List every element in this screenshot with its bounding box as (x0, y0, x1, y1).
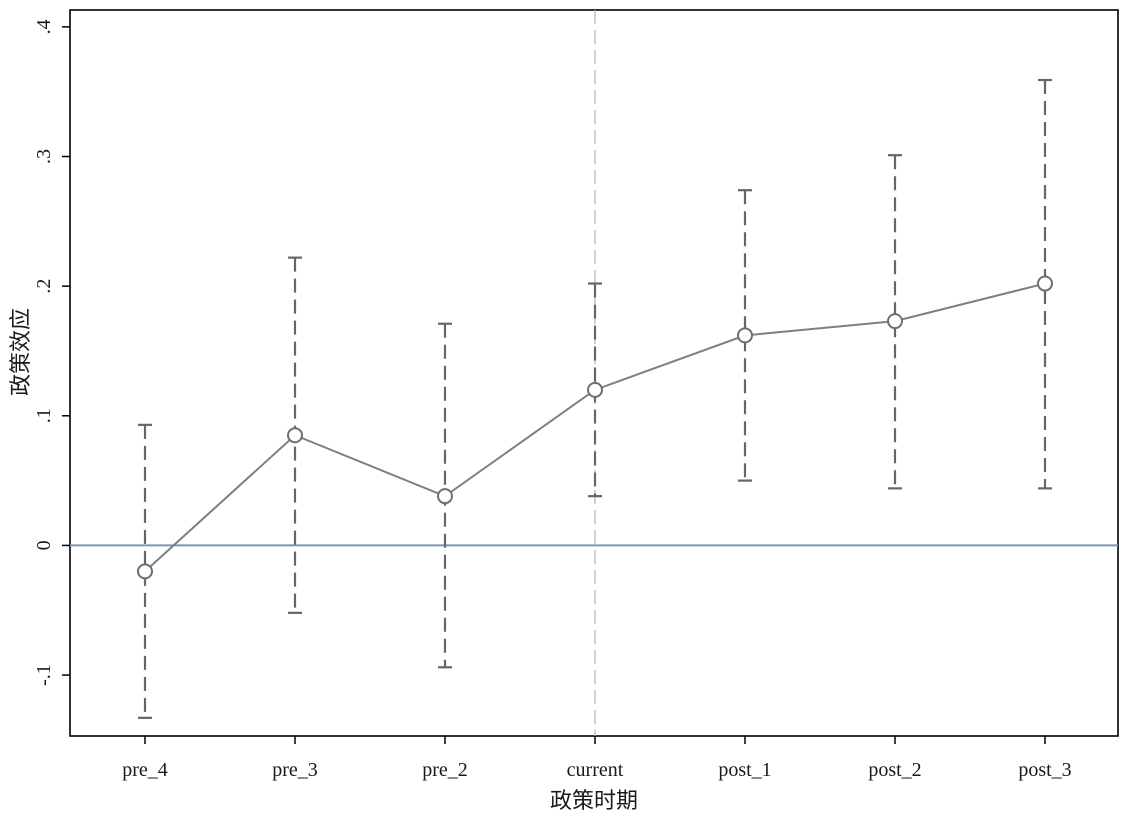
x-tick-label: post_1 (718, 759, 771, 781)
x-tick-label: pre_3 (272, 759, 318, 781)
x-tick-label: post_3 (1018, 759, 1071, 781)
point-post_2 (887, 313, 903, 330)
x-tick-label: current (567, 759, 624, 781)
y-tick-label: .4 (33, 19, 55, 34)
point-pre_4 (137, 563, 153, 580)
point-pre_2 (437, 488, 453, 505)
point-pre_3 (287, 427, 303, 444)
point-post_3 (1037, 275, 1053, 292)
x-tick-label: post_2 (868, 759, 921, 781)
y-tick-label: -.1 (33, 664, 55, 686)
data-points (137, 275, 1053, 580)
x-tick-label: pre_4 (122, 759, 168, 781)
y-axis: -.1 0 .1 .2 .3 .4 (33, 19, 70, 686)
y-tick-label: 0 (33, 540, 55, 550)
plot-frame (69, 9, 1119, 737)
point-current (587, 381, 603, 398)
x-axis-title: 政策时期 (550, 788, 638, 813)
point-post_1 (737, 327, 753, 344)
y-tick-label: .2 (33, 279, 55, 294)
y-tick-label: .1 (33, 408, 55, 423)
x-tick-label: pre_2 (422, 759, 468, 781)
y-tick-label: .3 (33, 149, 55, 164)
y-axis-title: 政策效应 (8, 308, 33, 396)
x-axis: pre_4 pre_3 pre_2 current post_1 post_2 post_3 (122, 736, 1072, 781)
